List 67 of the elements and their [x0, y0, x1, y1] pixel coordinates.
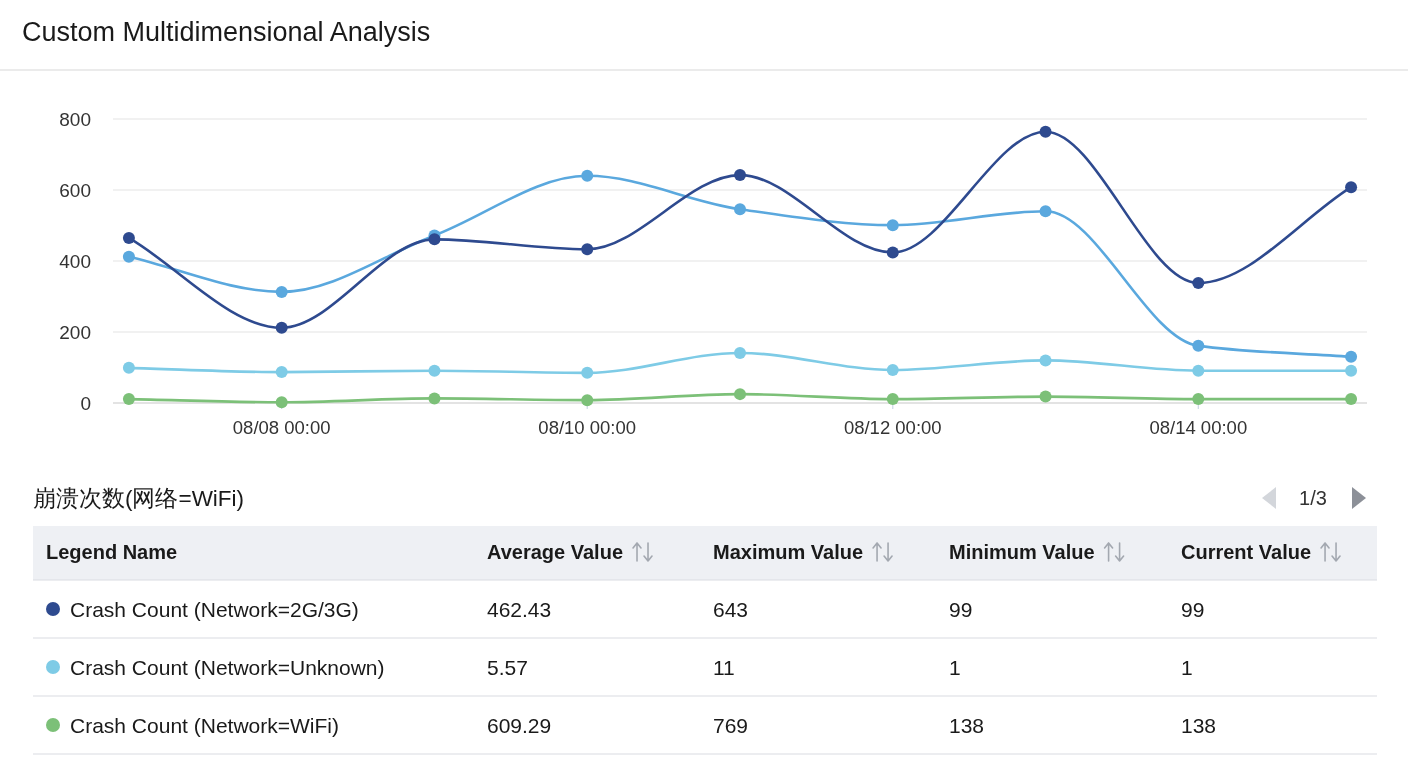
point — [1192, 339, 1205, 352]
point — [275, 321, 288, 334]
point — [122, 250, 135, 263]
y-tick-label: 0 — [80, 392, 91, 414]
text: 1 — [1181, 655, 1193, 679]
text: 1 — [949, 655, 961, 679]
x-tick-label: 08/12 00:00 — [843, 416, 942, 438]
point — [1039, 125, 1052, 138]
legend-label: Crash Count (Network=2G/3G) — [70, 597, 359, 621]
y-tick-label: 200 — [59, 321, 91, 343]
text: Minimum Value — [949, 541, 1095, 563]
point — [1345, 181, 1358, 194]
point — [1345, 393, 1358, 406]
point — [275, 366, 288, 379]
text: Maximum Value — [713, 541, 864, 563]
point — [275, 396, 288, 409]
point — [428, 233, 441, 246]
point — [734, 346, 746, 359]
text: 11 — [713, 655, 735, 679]
x-tick-label: 08/08 00:00 — [232, 416, 331, 438]
text: 462.43 — [487, 597, 552, 621]
x-tick-label: 08/14 00:00 — [1149, 416, 1248, 438]
point — [886, 363, 899, 376]
point — [1345, 364, 1358, 377]
point — [886, 219, 899, 232]
text: 138 — [949, 713, 985, 737]
text: Current Value — [1181, 541, 1312, 563]
point — [1192, 393, 1205, 406]
legend-title: Legend Name — [46, 541, 178, 563]
point — [886, 246, 899, 259]
text: 769 — [713, 713, 749, 737]
point — [734, 388, 746, 401]
point — [581, 394, 594, 407]
legend-label: Crash Count (Network=Unknown) — [70, 655, 385, 679]
x-tick-label: 08/10 00:00 — [538, 416, 637, 438]
point — [1345, 350, 1358, 363]
point — [1192, 364, 1205, 377]
point — [581, 169, 594, 182]
point — [1039, 354, 1052, 367]
text: 5.57 — [487, 655, 528, 679]
point — [886, 393, 899, 406]
point — [1039, 205, 1052, 218]
text: 1/3 — [1299, 487, 1327, 509]
chart-title: Custom Multidimensional Analysis — [22, 17, 431, 47]
legend-label: Crash Count (Network=WiFi) — [70, 713, 339, 737]
y-tick-label: 600 — [59, 179, 91, 201]
text: Average Value — [487, 541, 624, 563]
text: 609.29 — [487, 713, 552, 737]
text: 643 — [713, 597, 749, 621]
point — [428, 392, 441, 405]
point — [1039, 390, 1052, 403]
point — [122, 393, 135, 406]
y-tick-label: 400 — [59, 250, 91, 272]
point — [734, 169, 746, 182]
point — [122, 361, 135, 374]
text: 99 — [1181, 597, 1205, 621]
y-tick-label: 800 — [59, 108, 91, 130]
point — [122, 231, 135, 244]
point — [1192, 277, 1205, 290]
point — [275, 285, 288, 298]
point — [581, 366, 594, 379]
text: 138 — [1181, 713, 1217, 737]
text: 99 — [949, 597, 973, 621]
point — [428, 364, 441, 377]
point — [734, 203, 746, 216]
text: 崩溃次数(网络=WiFi) — [33, 485, 245, 511]
point — [581, 243, 594, 256]
